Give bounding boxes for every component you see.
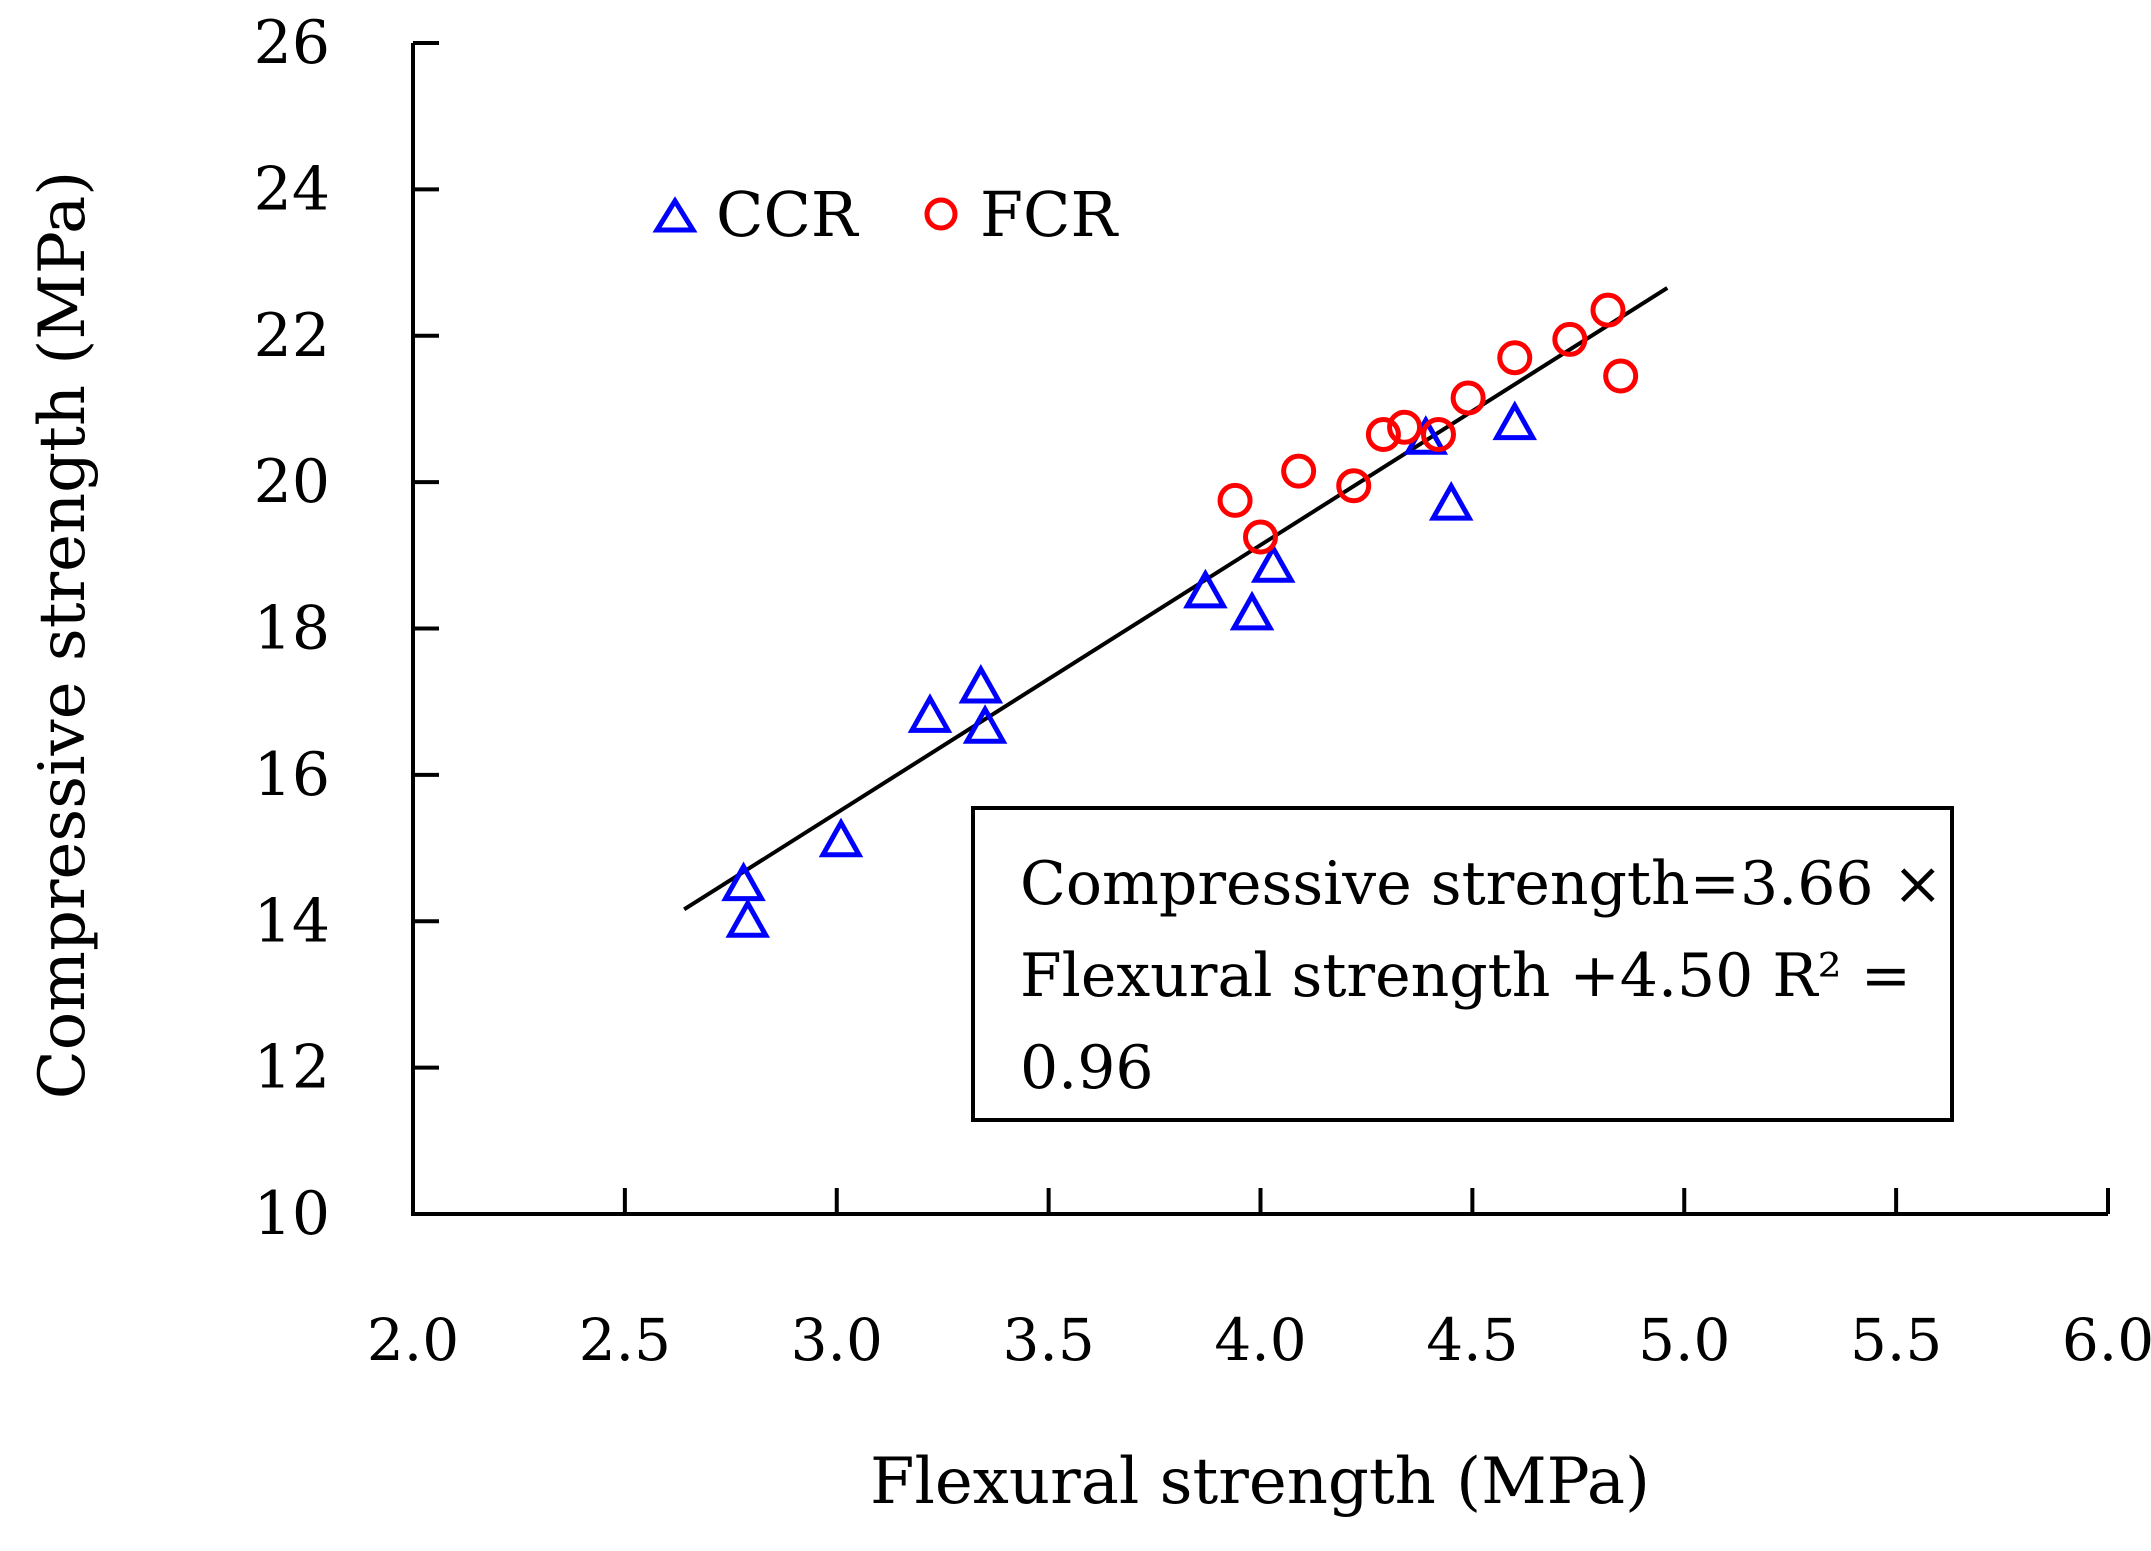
x-axis-title: Flexural strength (MPa) [870,1445,1650,1519]
fcr-point [1590,292,1626,328]
x-tick-label: 5.0 [1638,1306,1730,1374]
ccr-point [1229,590,1275,631]
ccr-point [958,663,1004,704]
fcr-point [1365,417,1401,453]
fcr-point [1420,417,1456,453]
x-tick-label: 5.5 [1850,1306,1942,1374]
ccr-point [1428,480,1474,521]
fcr-points [1217,292,1639,555]
y-tick-label: 18 [254,594,330,664]
regression-line [683,286,1669,912]
y-tick-label: 22 [254,301,330,371]
ccr-point [1183,568,1228,609]
equation-frame [971,806,1954,1122]
equation-box: Compressive strength=3.66 × Flexural str… [971,806,1954,1122]
ccr-point [725,898,771,938]
y-tick-label: 12 [254,1033,330,1103]
fcr-point [1336,468,1372,504]
ccr-point [818,817,864,858]
x-tick-label: 2.0 [367,1306,459,1374]
x-ticks: 2.0 2.5 3.0 3.5 4.0 4.5 5.0 5.5 6.0 [367,1188,2151,1374]
x-tick-label: 3.0 [791,1306,883,1374]
fcr-point [1603,358,1639,394]
fcr-point [1387,409,1423,445]
ccr-point [907,693,953,733]
y-tick-label: 26 [254,8,330,78]
x-tick-label: 6.0 [2062,1306,2151,1374]
equation-line-2: Flexural strength +4.50 R² = [1020,941,1911,1011]
ccr-point [1492,400,1538,441]
legend-fcr-marker [924,197,958,231]
y-tick-label: 16 [254,740,330,810]
y-ticks: 10 12 14 16 18 20 22 24 26 [254,8,439,1249]
ccr-point [1250,543,1296,583]
fcr-point [1217,482,1253,518]
x-tick-label: 4.0 [1214,1306,1306,1374]
x-tick-label: 2.5 [579,1306,671,1374]
fcr-point [1243,519,1278,555]
legend-ccr-marker [652,196,698,233]
equation-line-1: Compressive strength=3.66 × [1020,849,1943,919]
x-tick-label: 3.5 [1003,1306,1095,1374]
fcr-point [1552,321,1588,357]
fcr-point [1450,380,1486,416]
ccr-point [962,704,1008,744]
y-tick-label: 14 [254,886,330,956]
fcr-point [1497,340,1533,376]
legend-fcr-label: FCR [980,178,1119,251]
ccr-point [721,861,766,902]
equation-line-3: 0.96 [1020,1033,1154,1103]
y-tick-label: 10 [254,1179,330,1249]
legend: CCR FCR [652,178,1119,251]
legend-ccr-label: CCR [716,178,860,251]
y-tick-label: 20 [254,447,330,517]
y-axis-title: Compressive strength (MPa) [26,171,100,1099]
y-tick-label: 24 [254,154,330,224]
x-tick-label: 4.5 [1426,1306,1518,1374]
fcr-point [1281,453,1317,489]
